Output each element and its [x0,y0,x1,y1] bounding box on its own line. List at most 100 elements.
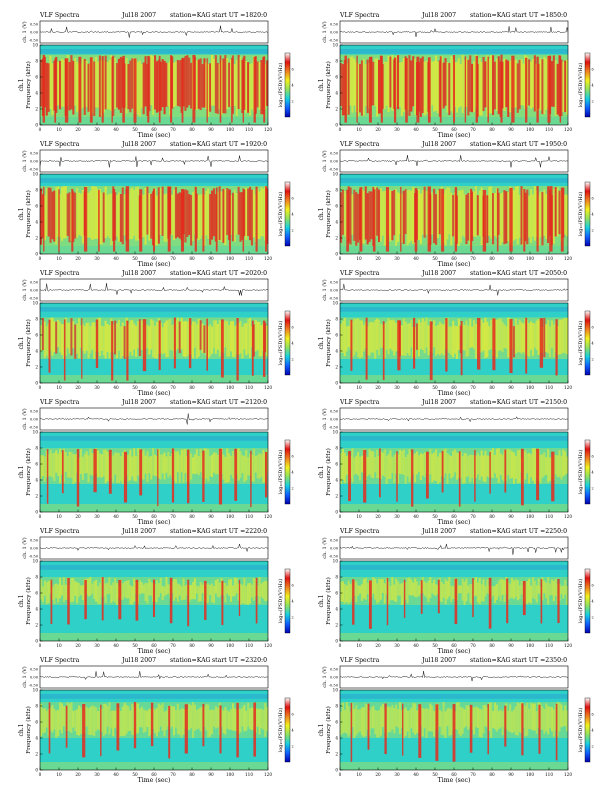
burst-mark [123,451,128,503]
x-tick-label: 90 [508,385,514,390]
spectrogram-column [364,186,367,240]
spectrogram-column [385,455,388,484]
y-tick-label: 6 [335,462,338,467]
spectrogram-column [450,326,453,356]
colorbar [284,439,291,505]
y-tick-label: 10 [33,301,39,306]
burst-mark [363,449,367,503]
spectrogram-column [381,578,384,594]
spectrogram-column [230,59,233,107]
burst-mark [50,579,53,625]
spectrogram-column [148,193,151,241]
spectrogram-column [81,58,84,108]
spectrogram-column [66,322,69,349]
waveform-trace [339,416,569,423]
spectrogram-column [226,188,229,236]
spectra-panel: VLF Spectra Jul18 2007 station=KAG start UT… [18,528,294,655]
spectrogram-column [207,188,210,239]
spectrogram-column [501,192,504,243]
spectrogram-column [533,703,536,731]
x-tick-label: 70 [170,643,176,648]
spectrogram-column [104,449,107,484]
spectrogram-column [91,186,94,240]
x-axis-label: Time (sec) [138,261,171,268]
spectrogram-column [117,192,120,242]
waveform-tick-label: -0.50 [29,684,39,688]
spectrogram-column [148,456,151,474]
colorbar-tick-label: 2 [592,100,594,104]
spectrogram-column [435,584,438,596]
burst-mark [521,703,524,756]
spectrogram-column [429,703,432,732]
spectrogram-column [381,703,384,728]
y-tick-label: 6 [335,333,338,338]
spectrogram-column [62,448,65,483]
spectrogram-column [364,63,367,107]
low-frequency-band [340,762,568,770]
spectrogram-column [72,191,75,242]
panel-date: Jul18 2007 [421,528,456,535]
panel-title: VLF Spectra [39,657,80,664]
x-tick-label: 120 [564,514,572,519]
spectrogram-column [476,582,479,603]
colorbar-tick-label: 4 [292,213,294,217]
spectrogram-column [98,317,101,357]
y-tick-label: 4 [35,349,38,354]
spectrogram-column [212,188,215,237]
panel-start-ut: start UT =1850:0 [512,12,567,19]
spectrogram-column [402,318,405,356]
spectrogram-column [150,582,153,596]
spectrogram-column [178,455,181,483]
spectrogram-column [482,579,485,602]
upper-band [40,436,268,441]
burst-mark [536,186,539,252]
spectrogram-column [530,702,533,730]
burst-mark [242,57,244,123]
spectrogram-column [427,325,430,356]
burst-mark [521,448,524,506]
spectrogram-column [473,455,476,484]
burst-mark [186,449,190,504]
y-tick-label: 2 [335,365,338,370]
waveform-tick-label: 0.00 [30,676,39,680]
burst-mark [475,55,479,123]
spectrogram-column [178,321,181,354]
spectrogram-column [228,579,231,596]
burst-mark [536,448,540,501]
spectrogram-column [207,704,210,738]
spectrogram-column [220,708,223,727]
colorbar-tick-label: 4 [592,213,594,217]
y-tick-label: 6 [35,591,38,596]
x-tick-label: 80 [189,127,195,132]
burst-mark [100,704,102,757]
spectrogram-column [190,584,193,600]
spectrogram-column [133,578,136,602]
spectrogram-column [511,578,514,598]
spectrogram-column [410,707,413,729]
waveform-tick-label: -0.50 [329,684,339,688]
spectrogram-column [249,453,252,476]
spectrogram-column [184,189,187,243]
spectrogram-column [87,578,90,597]
spectrogram-column [357,709,360,734]
spectrogram-column [224,706,227,735]
colorbar-tick-label: 2 [592,229,594,233]
spectrogram-column [165,320,168,358]
spectrogram-column [243,323,246,350]
spectrogram-column [211,709,214,734]
spectrogram-column [560,319,563,354]
spectrogram-column [343,709,346,733]
spectrogram [39,44,269,126]
spectrogram-column [205,704,208,731]
spectrogram-column [74,581,77,596]
upper-band [40,565,268,570]
x-axis-label: Time (sec) [138,390,171,397]
y-tick-label: 0 [35,510,38,515]
spectrogram-column [106,451,109,482]
spectrogram-column [490,319,493,350]
spectrogram-column [341,702,344,734]
panel-start-ut: start UT =2020:0 [212,270,267,277]
spectrogram-ylabel: Frequency (kHz) [25,190,32,238]
spectrogram-column [486,55,489,117]
spectrogram-column [547,706,550,735]
